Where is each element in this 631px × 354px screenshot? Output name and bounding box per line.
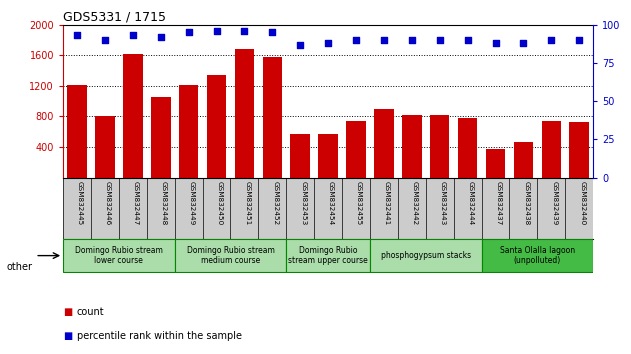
Text: GSM832448: GSM832448 (161, 181, 167, 225)
Bar (207, 75, 227, 178)
Point (239, 28, 249, 34)
Point (211, 28, 221, 34)
Text: phosphogypsum stacks: phosphogypsum stacks (380, 251, 471, 260)
FancyBboxPatch shape (370, 239, 481, 272)
Text: GSM832449: GSM832449 (189, 181, 194, 225)
Point (72, 33, 82, 38)
Point (184, 30, 194, 35)
Bar (458, 118, 478, 178)
Point (546, 37, 557, 43)
Text: GSM832439: GSM832439 (551, 181, 557, 225)
Text: count: count (77, 307, 105, 316)
Point (407, 37, 417, 43)
Text: GSM832442: GSM832442 (412, 181, 418, 225)
Point (435, 37, 445, 43)
FancyBboxPatch shape (286, 239, 370, 272)
Text: GSM832446: GSM832446 (105, 181, 111, 225)
Text: Domingo Rubio stream
lower course: Domingo Rubio stream lower course (75, 246, 163, 265)
Text: GSM832452: GSM832452 (273, 181, 278, 225)
Point (128, 33, 138, 38)
Bar (95, 116, 115, 178)
Text: GSM832454: GSM832454 (328, 181, 334, 225)
Text: percentile rank within the sample: percentile rank within the sample (77, 331, 242, 341)
FancyBboxPatch shape (481, 239, 593, 272)
Text: GSM832444: GSM832444 (468, 181, 474, 225)
Bar (319, 135, 338, 178)
Text: GSM832447: GSM832447 (133, 181, 139, 225)
Bar (486, 149, 505, 178)
Point (574, 37, 584, 43)
Text: ■: ■ (63, 307, 73, 316)
Bar (514, 142, 533, 178)
Point (518, 40, 528, 46)
Text: Domingo Rubio
stream upper course: Domingo Rubio stream upper course (288, 246, 368, 265)
Bar (290, 134, 310, 178)
Bar (262, 57, 282, 178)
FancyBboxPatch shape (175, 239, 286, 272)
Text: GSM832451: GSM832451 (244, 181, 251, 225)
Point (295, 42, 305, 47)
Text: Domingo Rubio stream
medium course: Domingo Rubio stream medium course (187, 246, 274, 265)
Bar (569, 122, 589, 178)
Text: GSM832453: GSM832453 (300, 181, 306, 225)
Text: GSM832440: GSM832440 (579, 181, 585, 225)
Text: GSM832445: GSM832445 (77, 181, 83, 225)
Text: GSM832441: GSM832441 (384, 181, 390, 225)
Point (379, 37, 389, 43)
Bar (402, 115, 422, 178)
Text: GSM832443: GSM832443 (440, 181, 445, 225)
Bar (68, 85, 87, 178)
Text: GDS5331 / 1715: GDS5331 / 1715 (63, 11, 166, 24)
Bar (123, 54, 143, 178)
Text: GSM832438: GSM832438 (523, 181, 529, 225)
Point (268, 30, 278, 35)
Text: other: other (6, 262, 32, 272)
Text: GSM832455: GSM832455 (356, 181, 362, 225)
Point (156, 34, 166, 40)
Bar (541, 121, 561, 178)
Text: ■: ■ (63, 331, 73, 341)
FancyBboxPatch shape (63, 239, 175, 272)
Text: GSM832437: GSM832437 (495, 181, 502, 225)
Text: GSM832450: GSM832450 (216, 181, 223, 225)
Point (463, 37, 473, 43)
Point (351, 37, 361, 43)
Text: Santa Olalla lagoon
(unpolluted): Santa Olalla lagoon (unpolluted) (500, 246, 575, 265)
Bar (179, 85, 198, 178)
Bar (235, 49, 254, 178)
Bar (430, 115, 449, 178)
Point (323, 40, 333, 46)
Point (100, 37, 110, 43)
Bar (374, 109, 394, 178)
Bar (346, 121, 366, 178)
Point (490, 40, 500, 46)
Bar (151, 97, 170, 178)
